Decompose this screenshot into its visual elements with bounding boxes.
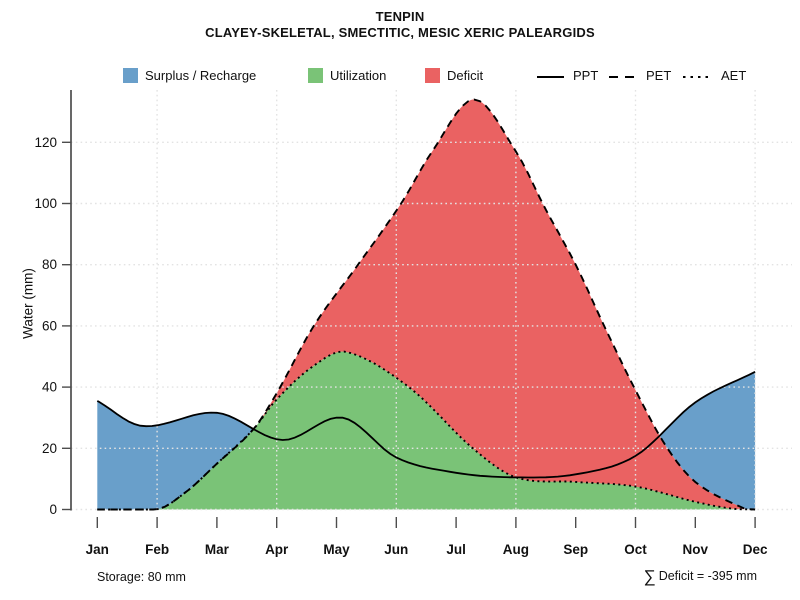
legend-item-surplus: Surplus / Recharge: [123, 66, 256, 84]
legend-item-aet: AET: [682, 66, 746, 84]
x-tick-label: May: [323, 542, 350, 557]
x-tick-label: Sep: [563, 542, 588, 557]
y-tick-label: 0: [49, 502, 57, 517]
x-tick-label: Jul: [446, 542, 466, 557]
area-fills: [97, 99, 756, 510]
pet-line: [97, 98, 756, 511]
gridlines: [71, 90, 792, 511]
x-tick-label: Oct: [624, 542, 647, 557]
utilization-swatch-icon: [308, 67, 323, 83]
page-title: TENPIN: [375, 9, 425, 24]
y-tick-label: 20: [42, 441, 57, 456]
legend-item-pet: PET: [609, 66, 671, 84]
surplus-swatch-icon: [123, 67, 138, 83]
legend-label: Surplus / Recharge: [145, 67, 257, 83]
pet-line-sample-icon: [609, 68, 637, 83]
y-tick-label: 60: [42, 318, 57, 333]
x-tick-label: Feb: [145, 542, 169, 557]
x-tick-label: Jan: [86, 542, 109, 557]
x-tick-label: Aug: [503, 542, 529, 557]
storage-annotation: Storage: 80 mm: [97, 570, 186, 584]
x-tick-label: Jun: [384, 542, 408, 557]
y-tick-label: 120: [34, 135, 57, 150]
surplus-area: [660, 371, 756, 510]
legend-item-deficit: Deficit: [425, 66, 483, 84]
x-tick-label: Apr: [265, 542, 289, 557]
axes: [62, 90, 756, 528]
x-tick-label: Dec: [743, 542, 768, 557]
legend-item-utilization: Utilization: [308, 66, 386, 84]
axis-labels: 0 20 40 60 80 100 120 Jan Feb Mar Apr May Jun Jul Aug S…: [34, 135, 768, 557]
x-tick-label: Mar: [205, 542, 230, 557]
y-tick-label: 100: [34, 196, 57, 211]
page-subtitle: CLAYEY-SKELETAL, SMECTITIC, MESIC XERIC …: [205, 25, 595, 40]
deficit-swatch-icon: [425, 67, 440, 83]
aet-line: [97, 350, 756, 511]
data-lines: [96, 98, 756, 511]
legend-label: PPT: [573, 67, 599, 83]
ppt-line-sample-icon: [537, 68, 564, 83]
y-tick-label: 80: [42, 257, 57, 272]
y-tick-label: 40: [42, 380, 57, 395]
legend-label: PET: [646, 67, 672, 83]
legend-label: AET: [721, 67, 747, 83]
deficit-area: [259, 99, 746, 510]
surplus-area: [97, 400, 253, 510]
legend-label: Utilization: [330, 67, 387, 83]
x-tick-label: Nov: [683, 542, 709, 557]
utilization-area: [158, 351, 747, 510]
legend-label: Deficit: [447, 67, 484, 83]
sigma-icon: ∑: [643, 567, 656, 586]
ppt-line: [96, 370, 756, 479]
deficit-annotation: ∑ Deficit = -395 mm: [643, 567, 757, 586]
aet-line-sample-icon: [682, 68, 712, 83]
legend-item-ppt: PPT: [537, 66, 598, 84]
